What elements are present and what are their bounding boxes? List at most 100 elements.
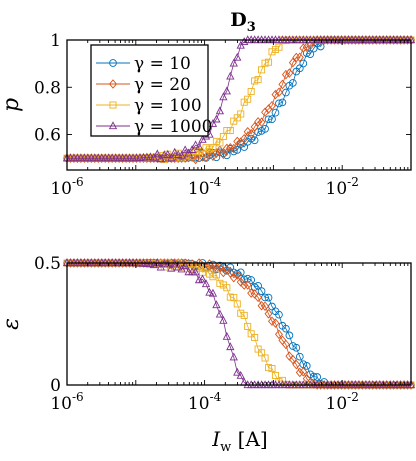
data-point (149, 260, 159, 269)
data-point (268, 100, 276, 111)
data-point (275, 43, 283, 51)
data-point (229, 272, 238, 283)
data-point (229, 58, 238, 67)
data-point (195, 149, 204, 159)
data-point (281, 69, 290, 80)
chart-title: D3 (230, 9, 256, 35)
data-point (292, 343, 301, 352)
data-point (237, 110, 245, 118)
data-point (236, 268, 245, 277)
data-point (191, 140, 200, 149)
data-point (194, 142, 204, 151)
data-point (226, 263, 235, 272)
data-point (233, 367, 242, 376)
legend-label: γ = 100 (134, 96, 202, 116)
data-point (254, 117, 263, 127)
data-point (243, 280, 252, 290)
y-tick-label: 0.5 (34, 254, 61, 274)
data-point (288, 354, 297, 365)
legend-item: γ = 20 (96, 75, 191, 95)
data-point (212, 271, 220, 279)
top-panel: 10-6 10-4 10-20.60.81 p γ = 10γ = 20γ = 10… (0, 31, 416, 199)
data-point (191, 267, 200, 276)
data-point (163, 149, 172, 158)
top-axes-box (66, 39, 412, 171)
data-point (212, 300, 221, 309)
data-point (306, 50, 315, 58)
data-point (201, 279, 211, 288)
data-point (247, 88, 255, 96)
data-point (271, 108, 280, 117)
x-tick-label: 10-6 (50, 390, 83, 414)
data-point (299, 43, 308, 53)
data-point (215, 309, 225, 318)
data-point (202, 152, 210, 162)
data-point (222, 264, 231, 275)
data-point (268, 365, 276, 373)
data-point (250, 136, 259, 145)
data-point (265, 58, 273, 66)
legend-item: γ = 1000 (96, 117, 212, 137)
data-point (240, 143, 249, 151)
data-point (167, 153, 176, 163)
data-point (261, 107, 270, 118)
data-point (208, 118, 218, 127)
data-point (163, 259, 172, 268)
data-point (212, 114, 221, 123)
data-point (247, 128, 256, 139)
data-point (219, 149, 228, 160)
data-point (251, 334, 259, 342)
data-point (170, 147, 179, 156)
data-point (219, 267, 228, 278)
data-point (268, 115, 276, 123)
data-point (258, 66, 266, 74)
data-point (233, 146, 242, 154)
data-point (288, 57, 297, 68)
x-tick-label: 10-4 (188, 175, 222, 199)
data-point (156, 154, 165, 163)
data-point (257, 117, 266, 127)
legend-label: γ = 1000 (134, 117, 212, 137)
data-point (226, 342, 235, 351)
data-point (223, 284, 231, 292)
x-tick-label: 10-2 (326, 175, 359, 199)
data-point (222, 143, 231, 154)
data-point (240, 133, 249, 144)
data-point (250, 122, 259, 132)
data-point (167, 263, 176, 272)
data-point (244, 95, 252, 103)
x-tick-label: 10-2 (326, 390, 359, 414)
data-point (254, 128, 262, 136)
data-point (198, 274, 207, 283)
data-point (240, 311, 248, 319)
bottom-panel: 10-6 10-4 10-2 0 0.5 ε Iw [A] (0, 254, 416, 455)
bottom-y-axis-label: ε (0, 318, 24, 330)
data-point (299, 59, 308, 68)
legend-marker (108, 121, 118, 130)
data-point (170, 259, 179, 268)
data-point (187, 145, 197, 153)
data-point (264, 293, 273, 302)
data-point (278, 79, 287, 90)
data-point (261, 301, 270, 311)
data-point (216, 148, 224, 157)
data-point (302, 49, 311, 57)
legend-label: γ = 10 (134, 54, 191, 74)
data-point (257, 300, 266, 311)
data-point (153, 149, 162, 158)
data-point (250, 289, 259, 299)
data-point (236, 40, 245, 49)
data-point (191, 154, 200, 165)
data-point (271, 318, 280, 328)
data-point (208, 288, 218, 297)
data-point (282, 324, 290, 333)
data-point (285, 351, 294, 361)
data-point (264, 309, 273, 319)
data-point (281, 339, 290, 350)
data-point (274, 329, 283, 340)
data-point (292, 52, 301, 63)
data-point (254, 292, 263, 303)
data-point (222, 86, 231, 95)
data-point (271, 89, 280, 100)
data-point (181, 153, 190, 163)
